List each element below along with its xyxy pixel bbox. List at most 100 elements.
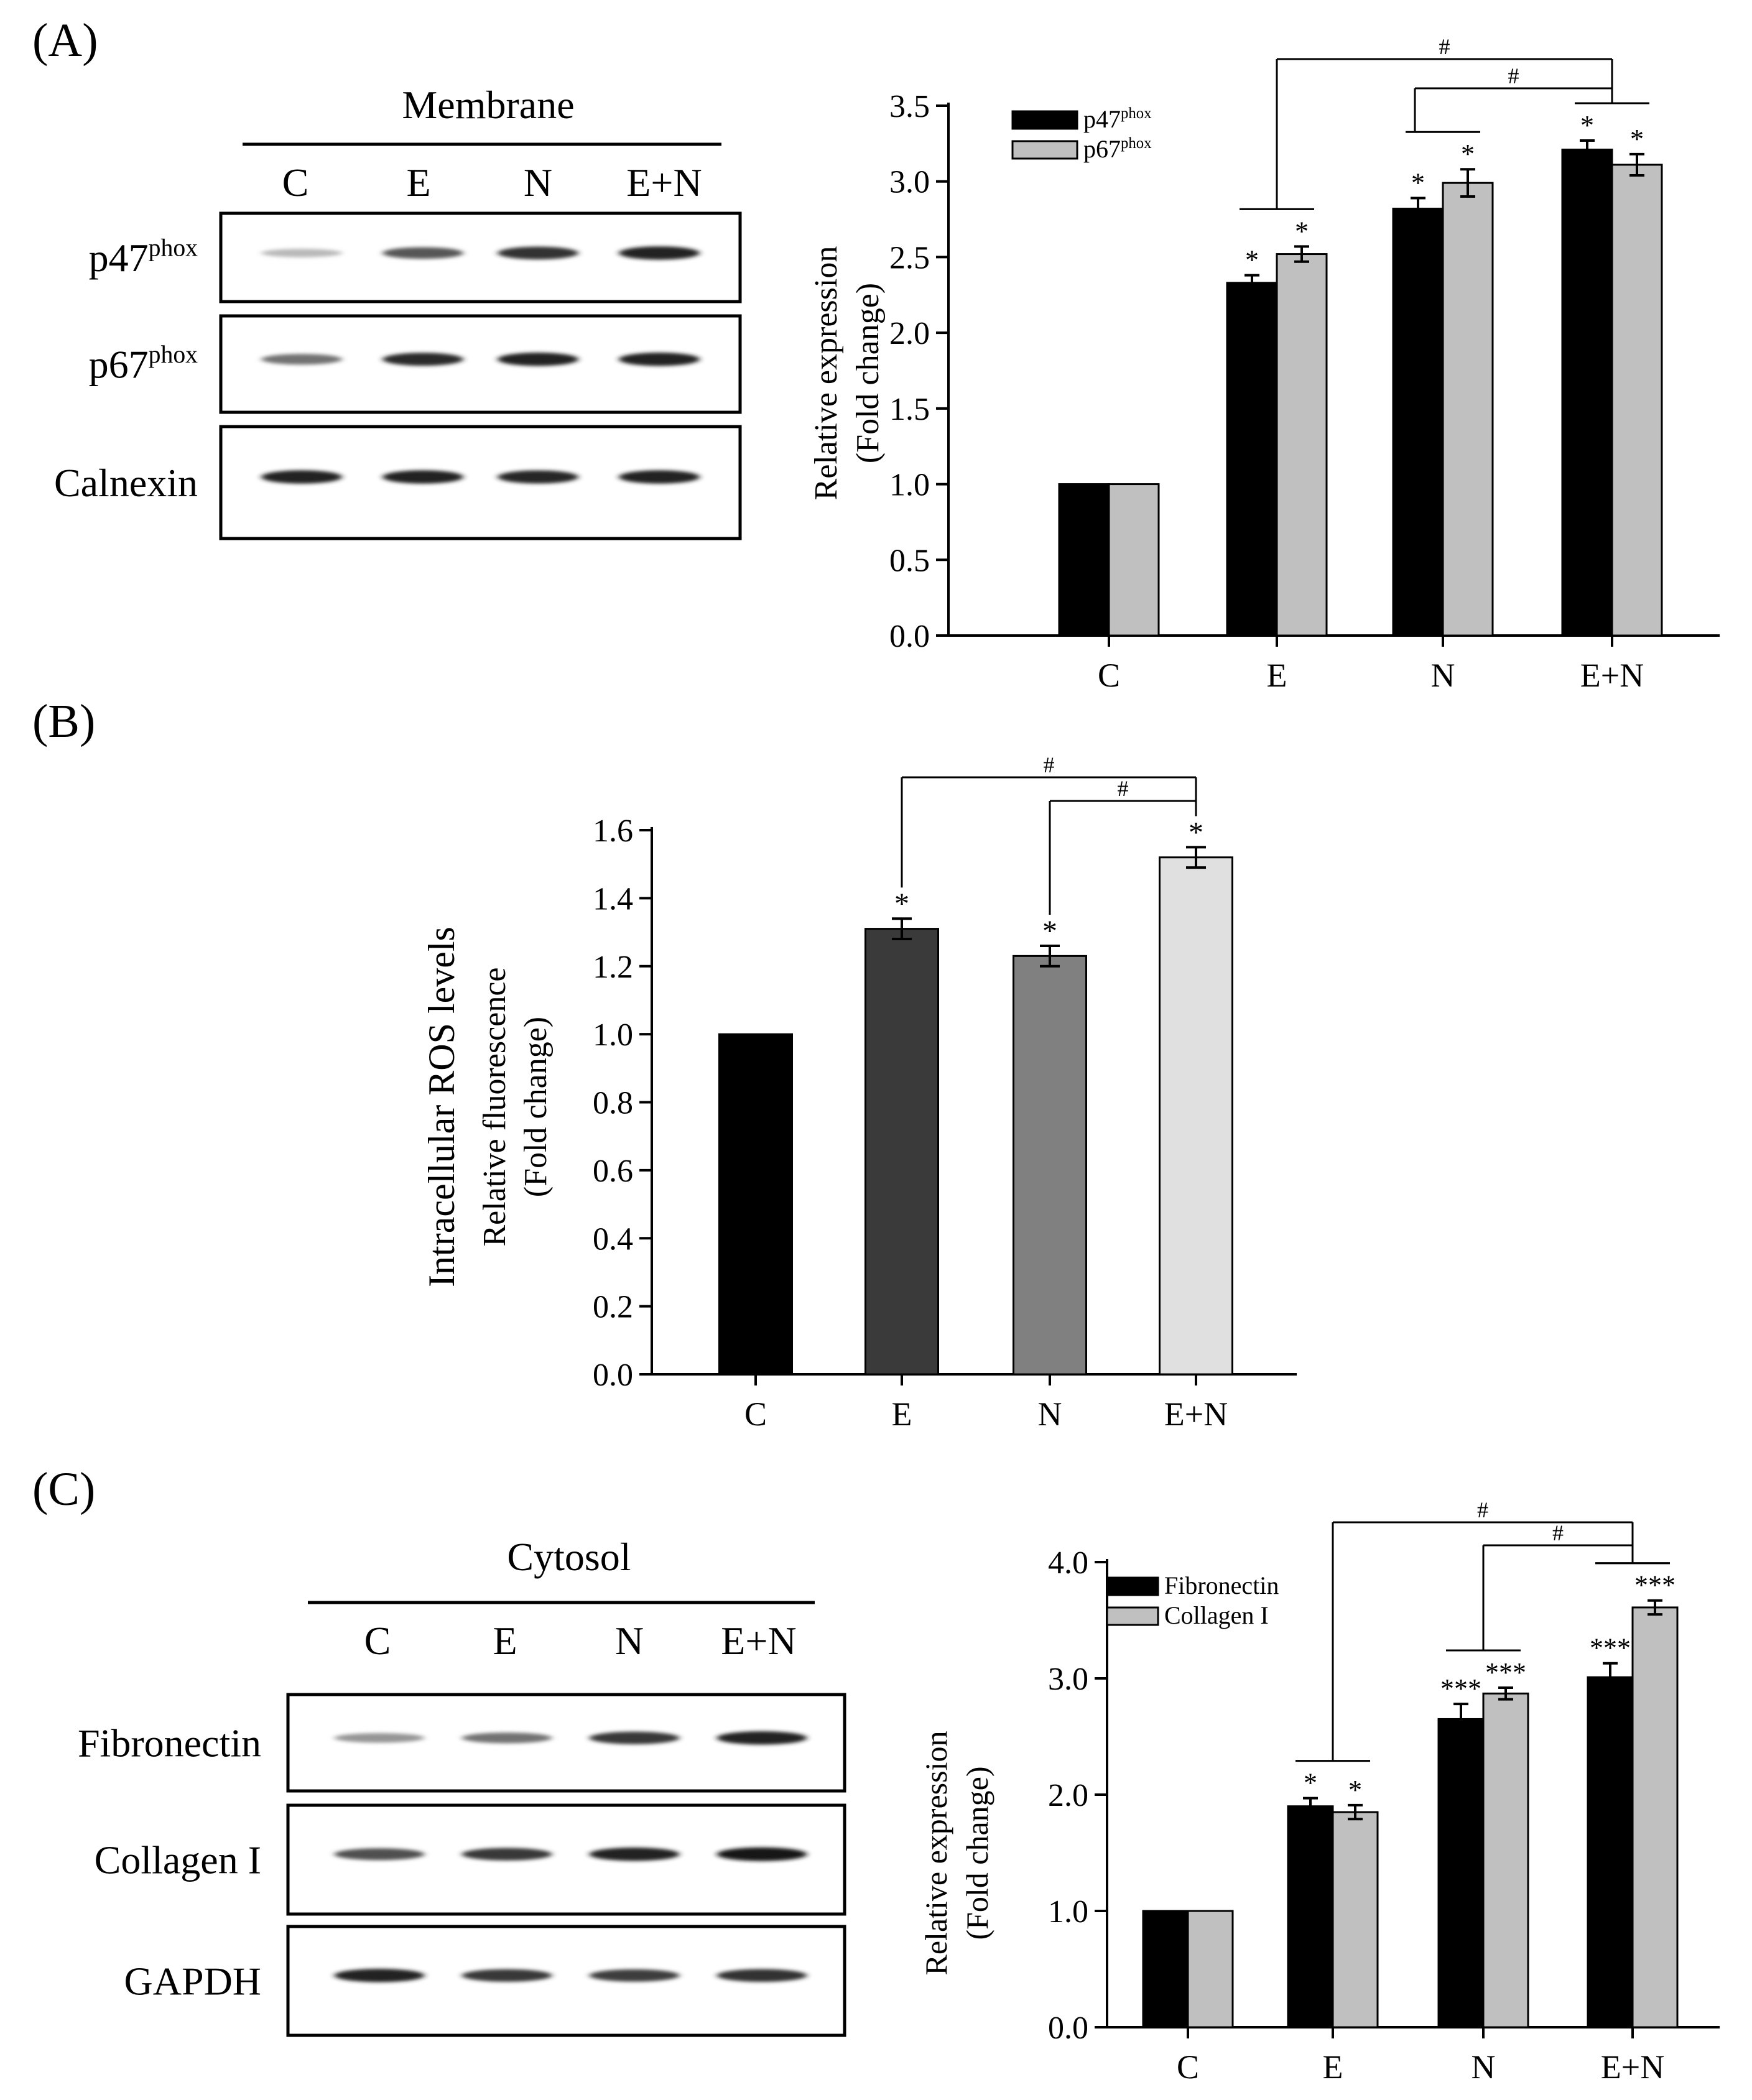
bar [718, 1033, 793, 1376]
significance-mark: * [1304, 1768, 1317, 1798]
x-tick-label: N [1431, 657, 1455, 694]
western-blot-membrane: Membrane C E N E+N p47phoxp67phoxCalnexi… [54, 83, 742, 540]
y-tick-label: 0.5 [889, 543, 930, 578]
bar [1276, 253, 1328, 637]
y-axis-label: (Fold change) [960, 1766, 994, 1940]
lane-label: N [615, 1619, 644, 1663]
legend-label: Fibronectin [1164, 1571, 1279, 1599]
blot-band [461, 1848, 552, 1861]
x-tick-label: N [1472, 2048, 1496, 2086]
bar [1392, 208, 1444, 637]
y-tick-label: 0.2 [593, 1290, 633, 1325]
legend-label-text: Fibronectin [1164, 1571, 1279, 1599]
x-tick-label: C [1177, 2048, 1199, 2086]
blot-row-label-superscript: phox [149, 341, 198, 368]
y-axis-label: (Fold change) [850, 283, 886, 463]
blot-band [589, 1969, 680, 1982]
legend-swatch [1011, 140, 1078, 160]
bar [1013, 955, 1087, 1376]
y-axis-label: Relative expression [809, 246, 844, 501]
panel-label-c: (C) [32, 1463, 95, 1515]
blot-band [334, 1969, 425, 1982]
x-tick-label: E [1323, 2048, 1343, 2086]
lane-label: E [406, 160, 430, 205]
significance-mark: *** [1634, 1570, 1676, 1601]
bar [1287, 1805, 1334, 2028]
bar-chart-a: 0.0 0.5 1.0 1.5 2.0 2.5 3.0 3.5 C E N E+N Relative e… [809, 34, 1720, 694]
significance-mark: *** [1590, 1633, 1631, 1663]
x-tick-label: E+N [1164, 1395, 1228, 1433]
panel-label-a: (A) [32, 14, 98, 67]
blot-band [619, 470, 700, 484]
y-tick-label: 2.5 [889, 240, 930, 275]
bar [1108, 483, 1160, 637]
bar [1226, 282, 1278, 637]
significance-mark: * [1411, 167, 1425, 198]
bracket-label: # [1118, 776, 1129, 801]
bracket-label: # [1439, 34, 1450, 59]
bar [1587, 1676, 1634, 2028]
bar [864, 928, 939, 1376]
blot-band [382, 353, 463, 366]
significance-mark: * [1580, 110, 1594, 141]
x-tick-label: C [1098, 657, 1120, 694]
blot-band [589, 1731, 680, 1744]
legend-label-text: p67 [1083, 135, 1121, 163]
blot-band [461, 1732, 552, 1744]
legend-label: p67phox [1083, 135, 1152, 163]
legend-label-text: p47 [1083, 105, 1121, 133]
significance-mark: * [1042, 915, 1057, 948]
blot-band [498, 470, 578, 484]
x-tick-label: E [892, 1395, 912, 1433]
bar [1437, 1718, 1485, 2028]
blot-band [334, 1733, 425, 1743]
blot-title-membrane: Membrane [402, 83, 574, 127]
y-tick-label: 3.0 [1048, 1662, 1088, 1697]
y-tick-label: 2.0 [889, 316, 930, 351]
lane-label: E+N [626, 160, 702, 205]
bar [1442, 182, 1494, 637]
western-blot-cytosol: Cytosol C E N E+N Fibronectin Collagen I G… [78, 1535, 846, 2037]
blot-band [334, 1848, 425, 1861]
significance-mark: * [1189, 816, 1203, 849]
bar-chart-c: 0.0 1.0 2.0 3.0 4.0 C E N E+N Relative expression… [919, 1497, 1720, 2086]
y-tick-label: 1.5 [889, 392, 930, 427]
bar [1561, 149, 1613, 637]
y-tick-label: 0.0 [593, 1358, 633, 1393]
x-tick-label: C [744, 1395, 767, 1433]
bar [1142, 1910, 1189, 2028]
legend-swatch [1106, 1606, 1159, 1626]
legend-label-text: Collagen I [1164, 1601, 1269, 1629]
blot-band [716, 1969, 807, 1982]
lane-label: N [524, 160, 552, 205]
blot-row-label-text: p47 [89, 236, 149, 280]
significance-mark: * [1348, 1775, 1362, 1805]
y-tick-label: 1.0 [593, 1017, 633, 1053]
y-tick-label: 0.8 [593, 1086, 633, 1121]
significance-mark: * [1245, 245, 1259, 275]
y-tick-label: 4.0 [1048, 1545, 1088, 1581]
blot-band [261, 470, 342, 484]
legend-label-superscript: phox [1121, 135, 1152, 152]
legend-label: p47phox [1083, 105, 1152, 133]
y-tick-label: 0.6 [593, 1154, 633, 1189]
x-tick-label: E+N [1601, 2048, 1664, 2086]
blot-band [619, 353, 700, 366]
blot-row-label: Fibronectin [78, 1721, 261, 1765]
blot-band [261, 354, 342, 365]
blot-row-label-text: Collagen I [95, 1838, 261, 1882]
significance-mark: * [1295, 216, 1309, 246]
legend-swatch [1011, 110, 1078, 130]
y-tick-label: 1.0 [889, 468, 930, 503]
y-tick-label: 3.5 [889, 89, 930, 124]
blot-row-label: Collagen I [95, 1838, 261, 1882]
blot-band [461, 1969, 552, 1982]
bar [1058, 483, 1110, 637]
blot-row-label: GAPDH [124, 1959, 261, 2004]
bracket-label: # [1044, 752, 1055, 777]
bar [1159, 856, 1233, 1376]
blot-row-label-text: GAPDH [124, 1959, 261, 2004]
lane-label: E+N [721, 1619, 796, 1663]
significance-mark: *** [1485, 1657, 1526, 1688]
y-axis-label: (Fold change) [518, 1017, 554, 1197]
